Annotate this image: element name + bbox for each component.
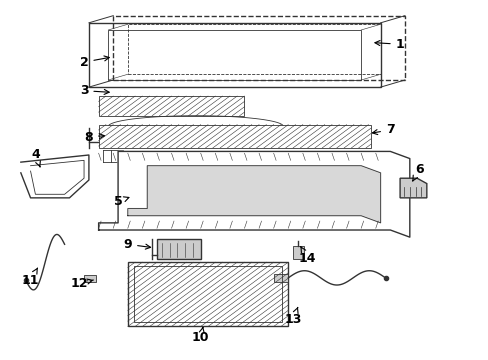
Text: 3: 3 <box>80 84 109 97</box>
Text: 8: 8 <box>84 131 104 144</box>
Text: 10: 10 <box>192 328 209 344</box>
Text: 9: 9 <box>123 238 150 251</box>
Polygon shape <box>99 152 409 237</box>
Text: 1: 1 <box>374 38 404 51</box>
Polygon shape <box>127 166 380 223</box>
Polygon shape <box>127 262 287 327</box>
Text: 7: 7 <box>372 123 394 136</box>
Text: 6: 6 <box>412 163 423 181</box>
Text: 2: 2 <box>80 55 109 69</box>
Text: 11: 11 <box>22 268 39 287</box>
Polygon shape <box>399 178 426 198</box>
Text: 13: 13 <box>284 307 301 326</box>
Text: 4: 4 <box>31 148 41 167</box>
Bar <box>273 274 287 282</box>
Bar <box>292 246 303 258</box>
Polygon shape <box>99 96 244 116</box>
Text: 5: 5 <box>114 195 129 208</box>
Bar <box>84 275 96 282</box>
Polygon shape <box>99 125 370 148</box>
Text: 14: 14 <box>298 247 316 265</box>
Polygon shape <box>157 239 201 258</box>
Text: 12: 12 <box>70 277 93 290</box>
